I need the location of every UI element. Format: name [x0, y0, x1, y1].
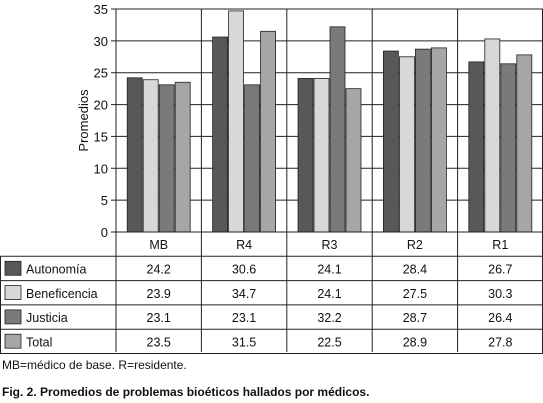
y-tick-label: 30 — [94, 34, 108, 49]
bar — [516, 54, 533, 233]
legend-swatch — [4, 285, 22, 301]
x-tick-label: R1 — [492, 238, 508, 252]
y-tick-label: 10 — [94, 161, 108, 176]
data-label: 31.5 — [232, 335, 256, 349]
x-tick-label: R3 — [322, 238, 338, 252]
y-tick-label: 20 — [94, 98, 108, 113]
bar — [484, 38, 501, 233]
x-tick-label: R2 — [407, 238, 423, 252]
bar — [345, 88, 362, 233]
data-label: 27.8 — [488, 335, 512, 349]
bar — [228, 10, 245, 233]
data-label: 23.5 — [147, 335, 171, 349]
x-tick-label: R4 — [236, 238, 252, 252]
legend-swatch — [4, 260, 22, 276]
data-label: 30.3 — [488, 287, 512, 301]
data-label: 23.1 — [147, 311, 171, 325]
legend-label: Beneficencia — [26, 287, 98, 301]
data-label: 23.9 — [147, 287, 171, 301]
legend-label: Justicia — [26, 311, 68, 325]
x-tick-label: MB — [149, 238, 168, 252]
data-label: 28.4 — [403, 262, 427, 276]
legend-label: Total — [26, 335, 52, 349]
bar — [414, 48, 431, 233]
data-label: 24.1 — [317, 262, 341, 276]
data-label: 23.1 — [232, 311, 256, 325]
y-tick-label: 25 — [94, 66, 108, 81]
bar — [158, 84, 175, 233]
bar — [430, 47, 447, 233]
bar — [174, 81, 191, 233]
data-label: 28.9 — [403, 335, 427, 349]
data-label: 34.7 — [232, 287, 256, 301]
data-label: 26.7 — [488, 262, 512, 276]
y-tick-label: 35 — [94, 2, 108, 17]
bar — [297, 78, 314, 233]
figure-caption: Fig. 2. Promedios de problemas bioéticos… — [2, 385, 370, 399]
bar — [382, 50, 399, 233]
bar — [398, 56, 415, 233]
legend-swatch — [4, 333, 22, 349]
bar — [313, 78, 330, 233]
bar — [126, 77, 143, 233]
data-label: 32.2 — [317, 311, 341, 325]
bar — [468, 61, 485, 233]
data-label: 24.2 — [147, 262, 171, 276]
y-axis-label: Promedios — [76, 89, 91, 152]
legend-label: Autonomía — [26, 262, 87, 276]
footnote: MB=médico de base. R=residente. — [2, 358, 187, 372]
bar — [142, 79, 159, 233]
y-tick-label: 5 — [101, 193, 108, 208]
bar — [244, 84, 261, 233]
data-label: 26.4 — [488, 311, 512, 325]
legend-swatch — [4, 309, 22, 325]
bar — [212, 36, 229, 233]
data-label: 22.5 — [317, 335, 341, 349]
y-tick-label: 15 — [94, 129, 108, 144]
data-label: 24.1 — [317, 287, 341, 301]
bar — [329, 26, 346, 233]
data-label: 30.6 — [232, 262, 256, 276]
bar — [500, 63, 517, 233]
data-label: 27.5 — [403, 287, 427, 301]
bar — [260, 30, 277, 233]
data-label: 28.7 — [403, 311, 427, 325]
y-tick-label: 0 — [101, 225, 108, 240]
